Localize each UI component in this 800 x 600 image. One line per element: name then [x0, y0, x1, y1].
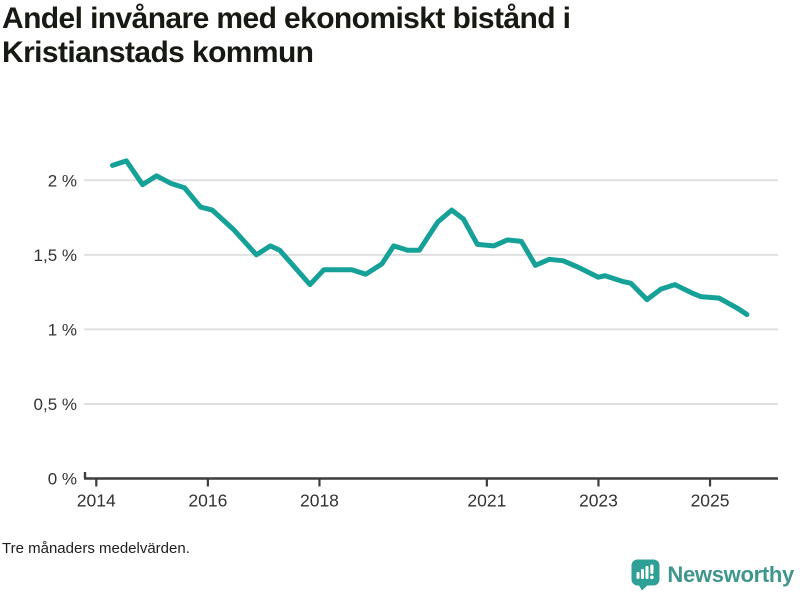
newsworthy-logo: Newsworthy [631, 559, 794, 591]
chart-footnote: Tre månaders medelvärden. [2, 540, 190, 557]
data-line [110, 158, 750, 317]
x-tick-label: 2018 [300, 491, 339, 511]
newsworthy-wordmark: Newsworthy [667, 562, 794, 587]
x-tick-label: 2021 [467, 491, 506, 511]
x-tick-label: 2016 [188, 491, 227, 511]
title-line-1: Andel invånare med ekonomiskt bistånd i [2, 2, 571, 35]
y-tick-label: 1 % [48, 320, 77, 339]
y-tick-label: 0 % [48, 470, 77, 489]
bar-chart-bubble-icon [631, 559, 660, 591]
y-tick-label: 1,5 % [34, 246, 77, 265]
y-tick-label: 0,5 % [34, 395, 77, 414]
x-tick-label: 2023 [579, 491, 618, 511]
page-title: Andel invånare med ekonomiskt bistånd i … [2, 2, 732, 70]
x-tick-label: 2025 [691, 491, 730, 511]
y-tick-label: 2 % [48, 171, 77, 190]
x-tick-label: 2014 [77, 491, 116, 511]
title-line-2: Kristianstads kommun [2, 36, 314, 70]
